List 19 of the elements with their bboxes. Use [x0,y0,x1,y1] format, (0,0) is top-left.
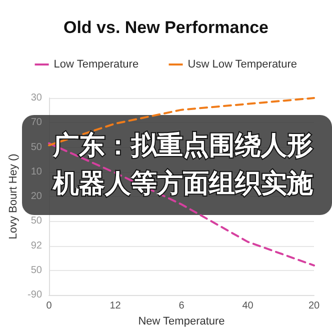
text: 50 [30,264,42,276]
y-axis-title: Lovy Bourt Hey () [8,154,20,240]
legend-label: Usw Low Temperature [188,58,298,70]
x-tick-label: 12 [110,300,122,312]
x-tick-label: 40 [242,300,254,312]
text: 50 [30,142,42,153]
text: 10 [30,166,42,178]
legend-label: Low Temperature [54,58,139,70]
x-axis-title: New Temperature [138,315,225,328]
text: 92 [30,240,42,252]
text: 20 [30,191,42,202]
text: 70 [30,117,42,128]
chart-title: Old vs. New Performance [63,18,269,37]
text: 50 [30,216,42,227]
text: -90 [28,290,42,300]
x-tick-label: 0 [46,300,52,312]
text: 30 [30,92,42,104]
x-tick-label: 20 [308,300,320,312]
x-tick-label: 6 [178,300,185,312]
